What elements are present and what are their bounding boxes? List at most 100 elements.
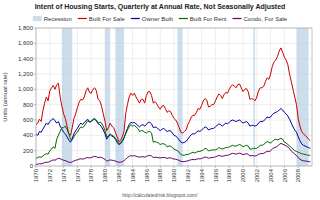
y-tick xyxy=(34,135,36,136)
legend-item: Built For Rent xyxy=(179,16,227,22)
grid xyxy=(36,28,312,166)
x-tick-label: 1990 xyxy=(171,168,177,182)
series-line xyxy=(36,143,310,164)
chart: Intent of Housing Starts, Quarterly at A… xyxy=(0,0,320,200)
x-tick xyxy=(229,166,230,168)
series-line xyxy=(36,118,310,158)
x-tick-label: 2000 xyxy=(240,168,246,182)
title: Intent of Housing Starts, Quarterly at A… xyxy=(35,3,286,11)
x-tick xyxy=(105,166,106,168)
legend-label: Built For Rent xyxy=(190,16,227,22)
y-axis: 0 200 400 600 800 1,000 1,200 1,400 1,600 1,800 Un… xyxy=(2,25,36,169)
legend-swatch xyxy=(233,18,242,19)
legend-item: Condo, For Sale xyxy=(233,16,288,22)
y-tick-label: 1,400 xyxy=(18,56,34,62)
x-tick-label: 1998 xyxy=(226,168,232,182)
grid-line xyxy=(201,28,202,166)
y-tick-label: 800 xyxy=(23,102,34,108)
recession-band xyxy=(296,28,308,166)
legend-label: Built For Sale xyxy=(89,16,126,22)
x-tick xyxy=(77,166,78,168)
grid-line xyxy=(91,28,92,166)
plot-frame xyxy=(36,28,312,166)
x-tick-label: 2008 xyxy=(295,168,301,182)
series-line xyxy=(36,48,310,142)
y-tick-label: 200 xyxy=(23,148,34,154)
legend-item: Owner Built xyxy=(131,16,173,22)
grid-line xyxy=(160,28,161,166)
y-tick xyxy=(34,120,36,121)
y-tick-label: 1,200 xyxy=(18,71,34,77)
y-tick xyxy=(34,150,36,151)
x-tick-label: 1992 xyxy=(185,168,191,182)
x-tick-label: 1994 xyxy=(199,168,205,182)
x-tick xyxy=(256,166,257,168)
x-tick-label: 1996 xyxy=(213,168,219,182)
grid-line xyxy=(77,28,78,166)
legend-label: Owner Built xyxy=(142,16,173,22)
x-tick xyxy=(201,166,202,168)
recession-band xyxy=(62,28,72,166)
x-tick-label: 2006 xyxy=(282,168,288,182)
x-tick-label: 1988 xyxy=(157,168,163,182)
x-axis: 1970 1972 1974 1976 1978 1980 1982 1984 1986 1988… xyxy=(33,166,301,182)
legend-swatch xyxy=(33,16,42,21)
grid-line xyxy=(132,28,133,166)
x-tick-label: 1986 xyxy=(144,168,150,182)
y-axis-label: Units (annual rate) xyxy=(2,72,8,121)
y-tick xyxy=(34,43,36,44)
grid-line xyxy=(49,28,50,166)
legend-swatch xyxy=(179,18,188,19)
x-tick xyxy=(187,166,188,168)
grid-line xyxy=(270,28,271,166)
legend-label: Recession xyxy=(44,16,72,22)
x-tick-label: 1976 xyxy=(75,168,81,182)
x-tick xyxy=(63,166,64,168)
x-tick-label: 1970 xyxy=(33,168,39,182)
recession-band xyxy=(105,28,110,166)
x-tick xyxy=(49,166,50,168)
annotation: http://calculatedrisk.blogspot.com/ xyxy=(122,192,198,198)
y-tick-label: 600 xyxy=(23,117,34,123)
legend-swatch xyxy=(78,18,87,19)
legend: Recession Built For Sale Owner Built Built … xyxy=(33,16,288,22)
x-tick-label: 2004 xyxy=(268,168,274,182)
plot-area xyxy=(36,28,310,166)
y-tick-label: 0 xyxy=(30,163,34,169)
x-tick xyxy=(243,166,244,168)
legend-label: Condo, For Sale xyxy=(244,16,288,22)
x-tick-label: 1978 xyxy=(88,168,94,182)
y-tick-label: 400 xyxy=(23,132,34,138)
grid-line xyxy=(215,28,216,166)
grid-line xyxy=(174,28,175,166)
recession-band xyxy=(115,28,124,166)
y-tick xyxy=(34,58,36,59)
x-tick-label: 1982 xyxy=(116,168,122,182)
legend-item: Built For Sale xyxy=(78,16,126,22)
x-tick-label: 1980 xyxy=(102,168,108,182)
x-tick xyxy=(36,166,37,168)
x-tick xyxy=(284,166,285,168)
recession-band xyxy=(177,28,182,166)
x-tick-label: 1972 xyxy=(47,168,53,182)
y-tick-label: 1,600 xyxy=(18,40,34,46)
legend-item: Recession xyxy=(33,16,72,22)
y-tick-label: 1,000 xyxy=(18,86,34,92)
y-tick xyxy=(34,28,36,29)
y-tick xyxy=(34,89,36,90)
x-tick xyxy=(174,166,175,168)
x-tick xyxy=(215,166,216,168)
x-tick xyxy=(160,166,161,168)
x-tick-label: 1974 xyxy=(61,168,67,182)
x-tick xyxy=(118,166,119,168)
grid-line xyxy=(229,28,230,166)
x-tick-label: 2002 xyxy=(254,168,260,182)
x-tick xyxy=(146,166,147,168)
y-tick xyxy=(34,104,36,105)
x-tick-label: 1984 xyxy=(130,168,136,182)
grid-line xyxy=(243,28,244,166)
y-tick-label: 1,800 xyxy=(18,25,34,31)
x-tick xyxy=(132,166,133,168)
x-tick xyxy=(298,166,299,168)
x-tick xyxy=(91,166,92,168)
